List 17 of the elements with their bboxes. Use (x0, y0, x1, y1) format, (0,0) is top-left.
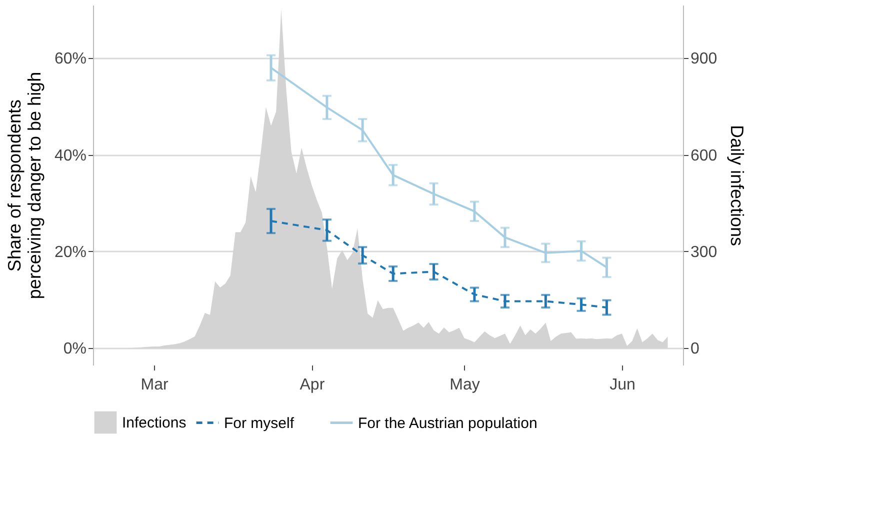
x-tick-label: Jun (610, 376, 636, 394)
legend-label: For myself (224, 414, 295, 432)
legend-label: For the Austrian population (358, 414, 538, 432)
y2-tick-label: 900 (690, 50, 718, 68)
y-axis-title: Share of respondents perceiving danger to be high (4, 72, 44, 300)
x-tick-label: Mar (140, 376, 169, 394)
y-tick-label: 40% (54, 147, 86, 164)
y2-tick-label: 600 (690, 147, 718, 164)
x-tick-label: Apr (300, 376, 326, 394)
x-tick-label: May (450, 376, 480, 394)
y-tick-label: 20% (54, 244, 86, 261)
y2-tick-label: 300 (690, 244, 718, 261)
y-tick-label: 60% (54, 50, 86, 68)
y-tick-label: 0% (63, 340, 86, 358)
y2-axis-title: Daily infections (727, 124, 748, 246)
y2-tick-label: 0 (690, 340, 700, 358)
legend-label: Infections (122, 414, 186, 432)
